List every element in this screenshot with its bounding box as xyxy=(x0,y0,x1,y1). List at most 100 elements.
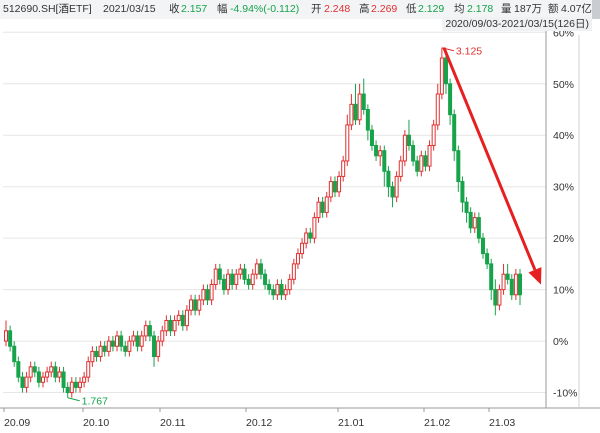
y-tick-label: 20% xyxy=(553,233,574,245)
candle-up xyxy=(156,340,161,358)
candle-down xyxy=(361,93,366,110)
y-tick-label: 40% xyxy=(553,130,574,142)
candle-up xyxy=(394,175,399,198)
candle-up xyxy=(164,320,169,332)
candle-up xyxy=(345,124,350,162)
candle-down xyxy=(258,263,263,275)
amount-value: 4.07亿 xyxy=(561,3,592,15)
quote-header: 512690.SH[酒ETF] 2021/03/15 收 2.157 幅 -4.… xyxy=(0,0,600,19)
volume-label: 量 xyxy=(501,3,512,15)
close-value: 2.157 xyxy=(181,3,208,15)
candle-down xyxy=(382,150,387,172)
low-label: 低 xyxy=(406,3,417,15)
date-range-label: 2020/09/03-2021/03/15(126日) xyxy=(442,17,592,31)
header-scroll-handle-icon[interactable] xyxy=(592,0,600,19)
candle-up xyxy=(24,376,29,388)
candle-up xyxy=(357,93,362,121)
candle-up xyxy=(226,273,231,291)
candle-up xyxy=(139,335,144,347)
candle-up xyxy=(213,268,218,285)
volume-value: 187万 xyxy=(514,3,543,15)
avg-label: 均 xyxy=(454,3,465,15)
candle-down xyxy=(489,263,494,291)
candle-down xyxy=(365,108,370,131)
candle-up xyxy=(295,253,300,265)
y-tick-label: 0% xyxy=(553,336,568,348)
x-tick-labels: 20.09 20.10 20.11 20.12 21.01 21.02 21.03 xyxy=(3,408,515,429)
candle-down xyxy=(509,278,514,296)
candle-down xyxy=(505,273,510,280)
candle-down xyxy=(480,237,485,255)
candle-down xyxy=(217,268,222,280)
candle-down xyxy=(386,170,391,188)
annotations: 3.125 1.767 xyxy=(67,46,542,408)
amount-label: 额 xyxy=(548,3,559,15)
candle-down xyxy=(423,155,428,167)
candle-up xyxy=(176,314,181,322)
candle-up xyxy=(106,340,111,352)
candle-down xyxy=(119,335,124,347)
candle-up xyxy=(435,93,440,126)
candle-up xyxy=(28,366,33,378)
candle-up xyxy=(45,371,50,378)
candle-up xyxy=(341,160,346,177)
candle-up xyxy=(283,289,288,296)
candle-up xyxy=(49,366,54,373)
candle-up xyxy=(69,381,74,394)
candle-down xyxy=(476,217,481,239)
candle-down xyxy=(147,325,152,337)
candle-up xyxy=(98,345,103,358)
candle-up xyxy=(328,181,333,198)
candle-up xyxy=(501,273,506,291)
candle-up xyxy=(402,134,407,162)
symbol-label: 512690.SH[酒ETF] xyxy=(3,3,92,15)
candle-up xyxy=(419,155,424,172)
candle-down xyxy=(271,289,276,296)
candle-down xyxy=(65,386,70,394)
y-tick-label: 30% xyxy=(553,182,574,194)
candle-up xyxy=(513,273,518,296)
candle-down xyxy=(205,289,210,301)
candle-down xyxy=(279,283,284,296)
change-value: -4.94%(-0.112) xyxy=(230,3,300,15)
x-tick-label: 21.03 xyxy=(489,417,515,429)
candle-down xyxy=(468,211,473,229)
candle-down xyxy=(308,232,313,239)
candle-down xyxy=(61,371,66,388)
candle-up xyxy=(127,340,132,352)
candle-down xyxy=(518,273,522,296)
candle-up xyxy=(78,381,83,388)
candle-down xyxy=(464,201,469,213)
candle-down xyxy=(246,278,251,285)
candle-down xyxy=(242,268,247,280)
candle-up xyxy=(398,160,403,177)
candle-up xyxy=(378,150,383,157)
x-tick-label: 20.10 xyxy=(83,417,109,429)
low-value: 2.129 xyxy=(418,3,445,15)
open-label: 开 xyxy=(311,3,322,15)
y-tick-label: 10% xyxy=(553,285,574,297)
candle-down xyxy=(390,186,395,198)
high-value: 2.269 xyxy=(371,3,398,15)
candle-up xyxy=(337,175,342,193)
candle-down xyxy=(20,376,25,388)
high-label: 高 xyxy=(359,3,370,15)
candle-up xyxy=(4,330,8,342)
candle-down xyxy=(448,83,453,116)
candle-down xyxy=(32,366,37,373)
candle-down xyxy=(374,145,379,157)
candle-up xyxy=(131,335,136,342)
candle-down xyxy=(8,330,13,347)
candles xyxy=(4,47,522,398)
x-tick-label: 20.09 xyxy=(4,417,30,429)
candle-up xyxy=(172,320,177,332)
candle-down xyxy=(73,381,78,388)
candle-up xyxy=(439,57,444,95)
candle-down xyxy=(36,371,41,383)
candle-up xyxy=(427,145,432,167)
candle-up xyxy=(238,268,243,275)
candle-up xyxy=(287,278,292,291)
avg-value: 2.178 xyxy=(467,3,494,15)
candle-up xyxy=(304,232,309,244)
candle-up xyxy=(324,196,329,213)
